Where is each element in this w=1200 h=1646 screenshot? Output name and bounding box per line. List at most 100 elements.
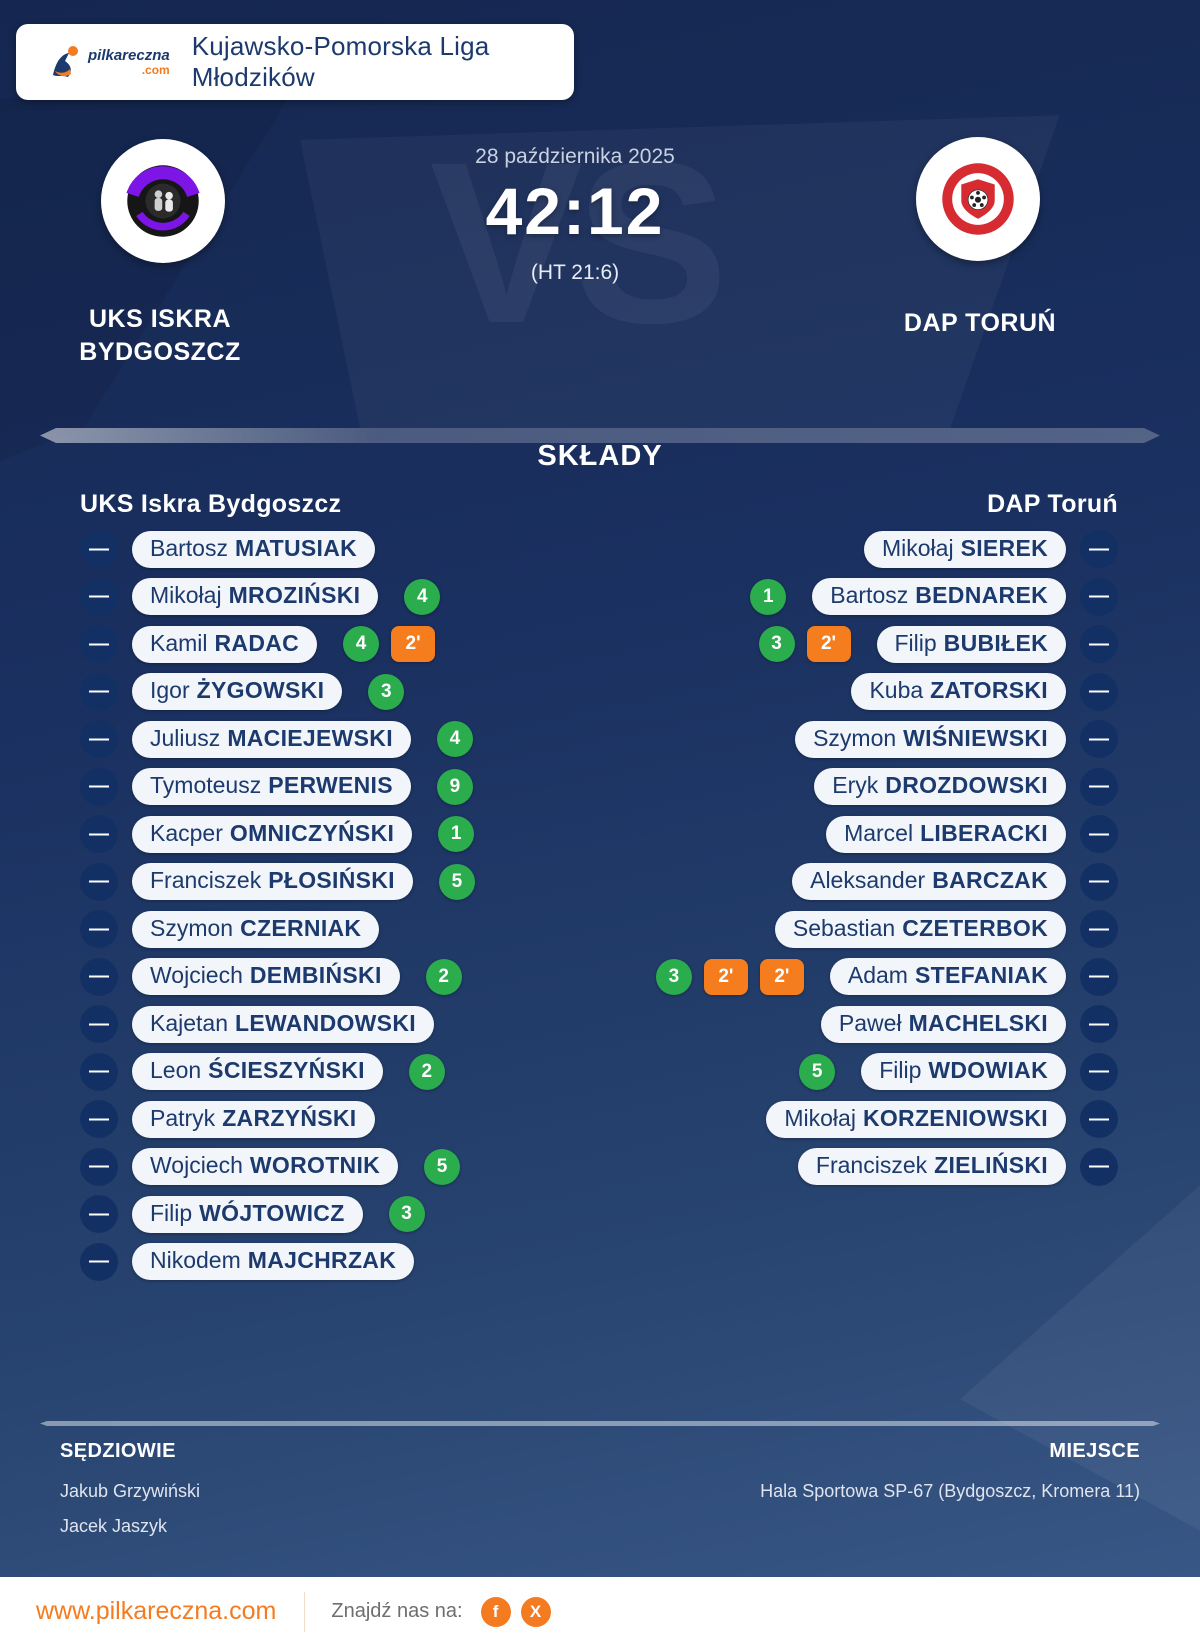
player-last-name: WÓJTOWICZ <box>199 1199 345 1226</box>
goals-badge: 1 <box>750 578 787 615</box>
player-last-name: ZARZYŃSKI <box>222 1104 357 1131</box>
pilkareczna-logo: pilkareczna .com <box>46 44 170 80</box>
player-first-name: Patryk <box>150 1104 216 1131</box>
player-number-badge: — <box>80 530 118 568</box>
player-first-name: Kajetan <box>150 1009 229 1036</box>
player-first-name: Adam <box>847 962 908 988</box>
player-number-badge: — <box>1080 957 1118 996</box>
facebook-icon: f <box>480 1596 511 1627</box>
goals-badge: 4 <box>404 578 441 615</box>
player-name-pill: Filip WÓJTOWICZ <box>132 1195 363 1233</box>
player-row: — Igor ŻYGOWSKI 3 <box>80 672 585 711</box>
player-first-name: Paweł <box>838 1009 902 1036</box>
home-player-list: — Bartosz MATUSIAK — Mikołaj MROZIŃSKI 4 — Kamil… <box>80 530 585 1281</box>
player-last-name: LIBERACKI <box>920 819 1048 846</box>
venue-label: MIEJSCE <box>1049 1440 1140 1462</box>
match-center-info: 28 października 2025 42:12 (HT 21:6) <box>0 145 1150 285</box>
player-row: Kuba ZATORSKI — <box>613 672 1118 711</box>
player-row: Aleksander BARCZAK — <box>613 862 1118 901</box>
player-name-pill: Wojciech WOROTNIK <box>132 1148 399 1185</box>
player-row: — Filip WÓJTOWICZ 3 <box>80 1195 585 1233</box>
referee-name: Jakub Grzywiński <box>60 1481 201 1501</box>
goals-badge: 4 <box>436 721 473 757</box>
player-row: — Kamil RADAC 4 2' <box>80 625 585 663</box>
player-row: Szymon WIŚNIEWSKI — <box>613 720 1118 758</box>
league-title: Kujawsko-Pomorska Liga Młodzików <box>191 31 490 92</box>
player-last-name: DROZDOWSKI <box>885 772 1048 798</box>
player-name-pill: Kamil RADAC <box>132 625 318 663</box>
player-last-name: MATUSIAK <box>234 534 358 561</box>
player-row: 1 Bartosz BEDNAREK — <box>613 577 1118 616</box>
player-first-name: Kacper <box>150 819 223 846</box>
header-card: pilkareczna .com Kujawsko-Pomorska Liga … <box>16 24 574 100</box>
footer-divider <box>304 1591 306 1632</box>
player-name-pill: Kuba ZATORSKI <box>851 673 1066 710</box>
player-last-name: DEMBIŃSKI <box>249 962 382 988</box>
player-name-pill: Juliusz MACIEJEWSKI <box>132 720 411 758</box>
player-row: Franciszek ZIELIŃSKI — <box>613 1147 1118 1186</box>
away-player-list: Mikołaj SIEREK —1 Bartosz BEDNAREK —3 2' Filip B… <box>613 530 1118 1186</box>
goals-badge: 5 <box>424 1148 461 1185</box>
player-name-pill: Franciszek PŁOSIŃSKI <box>132 863 413 900</box>
player-number-badge: — <box>80 625 118 663</box>
player-last-name: WOROTNIK <box>249 1152 381 1178</box>
player-name-pill: Marcel LIBERACKI <box>826 815 1066 853</box>
penalty-badge: 2' <box>703 958 748 995</box>
section-divider <box>40 428 1160 443</box>
player-number-badge: — <box>1080 910 1118 948</box>
player-first-name: Mikołaj <box>784 1104 856 1131</box>
brand-name: pilkareczna <box>88 47 170 64</box>
player-last-name: MACHELSKI <box>908 1009 1048 1036</box>
player-number-badge: — <box>1080 672 1118 711</box>
player-name-pill: Adam STEFANIAK <box>829 958 1066 995</box>
referees-label: SĘDZIOWIE <box>60 1440 176 1462</box>
goals-badge: 9 <box>436 768 473 805</box>
player-number-badge: — <box>1080 1100 1118 1138</box>
player-number-badge: — <box>1080 577 1118 616</box>
player-first-name: Mikołaj <box>881 534 954 561</box>
player-first-name: Aleksander <box>810 867 926 893</box>
goals-badge: 2 <box>408 1053 445 1090</box>
player-name-pill: Szymon CZERNIAK <box>132 910 380 948</box>
player-first-name: Igor <box>150 677 190 703</box>
lineups-title: SKŁADY <box>537 440 663 472</box>
match-date: 28 października 2025 <box>475 145 675 168</box>
player-last-name: STEFANIAK <box>914 962 1048 988</box>
player-last-name: MACIEJEWSKI <box>227 724 393 751</box>
player-first-name: Franciszek <box>150 867 262 893</box>
venue-name: Hala Sportowa SP-67 (Bydgoszcz, Kromera … <box>760 1481 1140 1501</box>
player-last-name: KORZENIOWSKI <box>862 1104 1048 1131</box>
player-first-name: Bartosz <box>150 534 228 561</box>
player-row: — Mikołaj MROZIŃSKI 4 <box>80 577 585 616</box>
player-first-name: Filip <box>150 1199 193 1226</box>
player-last-name: OMNICZYŃSKI <box>229 819 395 846</box>
player-last-name: BEDNAREK <box>915 582 1048 608</box>
dap-torun-crest-icon <box>942 163 1014 235</box>
player-row: — Tymoteusz PERWENIS 9 <box>80 767 585 806</box>
player-name-pill: Patryk ZARZYŃSKI <box>132 1100 375 1138</box>
player-number-badge: — <box>80 1100 118 1138</box>
goals-badge: 3 <box>758 626 795 662</box>
player-row: — Juliusz MACIEJEWSKI 4 <box>80 720 585 758</box>
player-row: Sebastian CZETERBOK — <box>613 910 1118 948</box>
player-last-name: BUBIŁEK <box>943 629 1048 656</box>
player-last-name: BARCZAK <box>932 867 1048 893</box>
goals-badge: 2 <box>425 958 462 995</box>
player-name-pill: Mikołaj MROZIŃSKI <box>132 578 379 615</box>
player-row: Paweł MACHELSKI — <box>613 1005 1118 1043</box>
player-number-badge: — <box>80 1195 118 1233</box>
player-name-pill: Wojciech DEMBIŃSKI <box>132 958 400 995</box>
player-name-pill: Nikodem MAJCHRZAK <box>132 1243 415 1280</box>
player-number-badge: — <box>80 1147 118 1186</box>
player-first-name: Juliusz <box>150 724 221 751</box>
player-name-pill: Eryk DROZDOWSKI <box>814 768 1066 805</box>
player-first-name: Eryk <box>832 772 879 798</box>
player-first-name: Sebastian <box>792 914 896 941</box>
penalty-badge: 2' <box>391 626 436 662</box>
player-row: Marcel LIBERACKI — <box>613 815 1118 853</box>
referee-name: Jacek Jaszyk <box>60 1516 168 1536</box>
goals-badge: 3 <box>388 1196 425 1232</box>
player-first-name: Wojciech <box>150 962 243 988</box>
player-last-name: PERWENIS <box>268 772 393 798</box>
player-number-badge: — <box>80 1052 118 1091</box>
